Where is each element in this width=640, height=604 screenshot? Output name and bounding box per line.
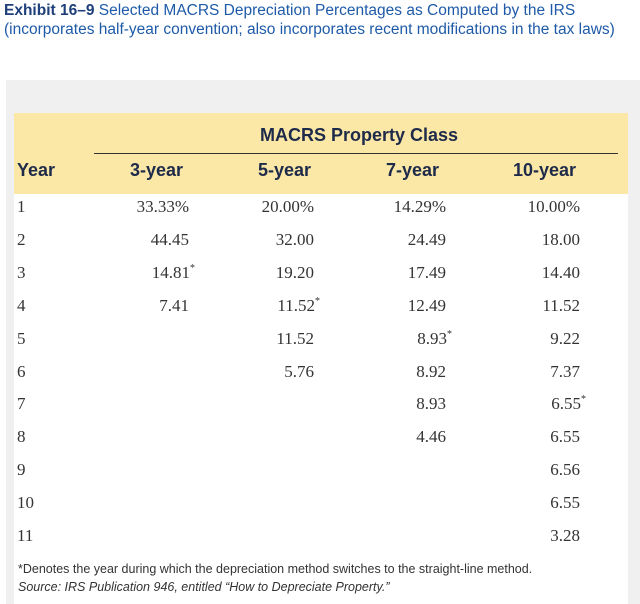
table-row: 9 6.56 — [14, 460, 628, 493]
year-cell: 10 — [17, 493, 34, 513]
value-text: 14.40 — [541, 262, 580, 282]
value-text: 20.00% — [261, 197, 314, 216]
exhibit-caption: Exhibit 16–9 Selected MACRS Depreciation… — [4, 1, 636, 39]
year-cell: 7 — [17, 394, 26, 414]
value-cell-5-year: 19.20 — [276, 263, 320, 283]
table-row: 5 11.52 8.93* 9.22 — [14, 329, 628, 362]
switch-marker: * — [447, 328, 452, 340]
value-text: 4.46 — [416, 427, 446, 447]
value-cell-5-year: 5.76 — [284, 362, 320, 382]
value-text: 8.92 — [416, 361, 446, 381]
table-row: 3 14.81* 19.20 17.49 14.40 — [14, 263, 628, 296]
exhibit-caption-text: Selected MACRS Depreciation Percentages … — [4, 2, 615, 38]
column-header-5-year: 5-year — [258, 160, 312, 180]
value-cell-10-year: 6.55* — [551, 394, 586, 414]
value-cell-7-year: 14.29% — [394, 197, 452, 217]
exhibit-number: Exhibit 16–9 — [4, 2, 95, 19]
table-header-band: MACRS Property Class Year 3-year 5-year … — [14, 113, 628, 194]
value-text: 32.00 — [275, 229, 314, 249]
year-cell: 9 — [17, 460, 26, 480]
value-text: 6.55 — [551, 394, 581, 414]
source-note: Source: IRS Publication 946, entitled “H… — [18, 580, 390, 594]
value-cell-7-year: 4.46 — [416, 427, 452, 447]
table-row: 11 3.28 — [14, 526, 628, 559]
value-text: 12.49 — [407, 295, 446, 315]
value-text: 17.49 — [407, 262, 446, 282]
group-header: MACRS Property Class — [259, 125, 459, 145]
value-cell-7-year: 12.49 — [408, 296, 452, 316]
year-cell: 4 — [17, 295, 26, 315]
value-cell-10-year: 6.55 — [550, 427, 586, 447]
year-cell: 8 — [17, 427, 26, 447]
value-text: 14.81 — [151, 262, 190, 282]
value-text: 10.00% — [527, 197, 580, 216]
value-text: 11.52 — [542, 295, 580, 315]
value-text: 19.20 — [275, 262, 314, 282]
footnote: *Denotes the year during which the depre… — [18, 562, 533, 576]
value-text: 8.93 — [416, 394, 446, 414]
value-text: 7.37 — [550, 361, 580, 381]
value-cell-3-year: 14.81* — [152, 263, 195, 283]
value-cell-10-year: 18.00 — [542, 230, 586, 250]
year-cell: 11 — [17, 526, 34, 545]
table-row: 8 4.46 6.55 — [14, 427, 628, 460]
value-cell-10-year: 10.00% — [528, 197, 586, 217]
value-text: 11.52 — [277, 295, 315, 315]
switch-marker: * — [315, 295, 320, 307]
column-header-7-year: 7-year — [386, 160, 440, 180]
value-text: 11.52 — [276, 328, 314, 348]
switch-marker: * — [190, 262, 195, 274]
group-header-rule — [94, 153, 618, 154]
year-cell: 3 — [17, 262, 26, 282]
value-text: 6.55 — [550, 427, 580, 447]
value-cell-10-year: 7.37 — [550, 362, 586, 382]
column-header-3-year: 3-year — [130, 160, 184, 180]
value-cell-7-year: 8.93* — [417, 329, 452, 349]
value-text: 24.49 — [407, 229, 446, 249]
switch-marker: * — [581, 394, 586, 406]
table-row: 10 6.55 — [14, 493, 628, 526]
value-cell-10-year: 3.28 — [550, 526, 586, 546]
year-column-header: Year — [17, 160, 56, 180]
value-cell-3-year: 44.45 — [151, 230, 195, 250]
value-cell-10-year: 14.40 — [542, 263, 586, 283]
value-cell-3-year: 33.33% — [137, 197, 195, 217]
table-row: 6 5.76 8.92 7.37 — [14, 362, 628, 395]
value-text: 8.93 — [417, 328, 447, 348]
value-text: 3.28 — [550, 526, 580, 545]
value-text: 5.76 — [284, 361, 314, 381]
value-text: 7.41 — [159, 295, 189, 315]
value-cell-10-year: 9.22 — [550, 329, 586, 349]
value-cell-7-year: 17.49 — [408, 263, 452, 283]
table-row: 4 7.41 11.52* 12.49 11.52 — [14, 296, 628, 329]
value-cell-10-year: 6.55 — [550, 493, 586, 513]
table-row: 7 8.93 6.55* — [14, 394, 628, 427]
year-cell: 2 — [17, 229, 26, 249]
year-cell: 6 — [17, 361, 26, 381]
value-text: 14.29% — [393, 197, 446, 216]
column-header-10-year: 10-year — [513, 160, 577, 180]
value-cell-5-year: 11.52* — [277, 296, 320, 316]
value-text: 9.22 — [550, 328, 580, 348]
value-cell-7-year: 8.93 — [416, 394, 452, 414]
value-cell-7-year: 24.49 — [408, 230, 452, 250]
macrs-table: MACRS Property Class Year 3-year 5-year … — [14, 113, 628, 604]
value-cell-5-year: 11.52 — [276, 329, 320, 349]
value-cell-3-year: 7.41 — [159, 296, 195, 316]
table-row: 2 44.45 32.00 24.49 18.00 — [14, 230, 628, 263]
value-cell-10-year: 11.52 — [542, 296, 586, 316]
table-row: 1 33.33% 20.00% 14.29% 10.00% — [14, 197, 628, 230]
value-text: 6.55 — [550, 493, 580, 513]
value-text: 44.45 — [150, 229, 189, 249]
value-text: 33.33% — [136, 197, 189, 216]
value-cell-5-year: 20.00% — [262, 197, 320, 217]
year-cell: 5 — [17, 328, 26, 348]
value-cell-5-year: 32.00 — [276, 230, 320, 250]
year-cell: 1 — [17, 197, 26, 216]
value-text: 6.56 — [550, 460, 580, 480]
value-text: 18.00 — [541, 229, 580, 249]
value-cell-7-year: 8.92 — [416, 362, 452, 382]
value-cell-10-year: 6.56 — [550, 460, 586, 480]
